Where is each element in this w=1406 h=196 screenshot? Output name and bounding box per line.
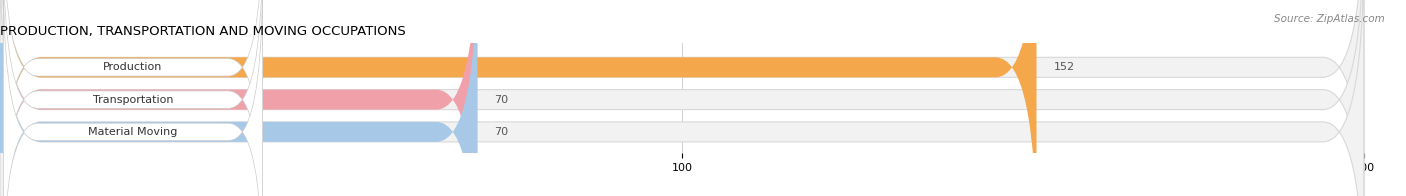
- FancyBboxPatch shape: [0, 0, 478, 196]
- Text: 152: 152: [1053, 62, 1074, 72]
- Text: 70: 70: [495, 127, 509, 137]
- Text: Source: ZipAtlas.com: Source: ZipAtlas.com: [1274, 14, 1385, 24]
- Text: PRODUCTION, TRANSPORTATION AND MOVING OCCUPATIONS: PRODUCTION, TRANSPORTATION AND MOVING OC…: [0, 25, 406, 38]
- Text: Production: Production: [103, 62, 163, 72]
- FancyBboxPatch shape: [3, 0, 263, 196]
- FancyBboxPatch shape: [3, 0, 263, 196]
- Text: Transportation: Transportation: [93, 95, 173, 105]
- FancyBboxPatch shape: [3, 0, 263, 196]
- FancyBboxPatch shape: [0, 0, 1364, 196]
- FancyBboxPatch shape: [0, 0, 1364, 196]
- Text: 70: 70: [495, 95, 509, 105]
- FancyBboxPatch shape: [0, 0, 478, 196]
- Text: Material Moving: Material Moving: [89, 127, 177, 137]
- FancyBboxPatch shape: [0, 0, 1364, 196]
- FancyBboxPatch shape: [0, 0, 1036, 196]
